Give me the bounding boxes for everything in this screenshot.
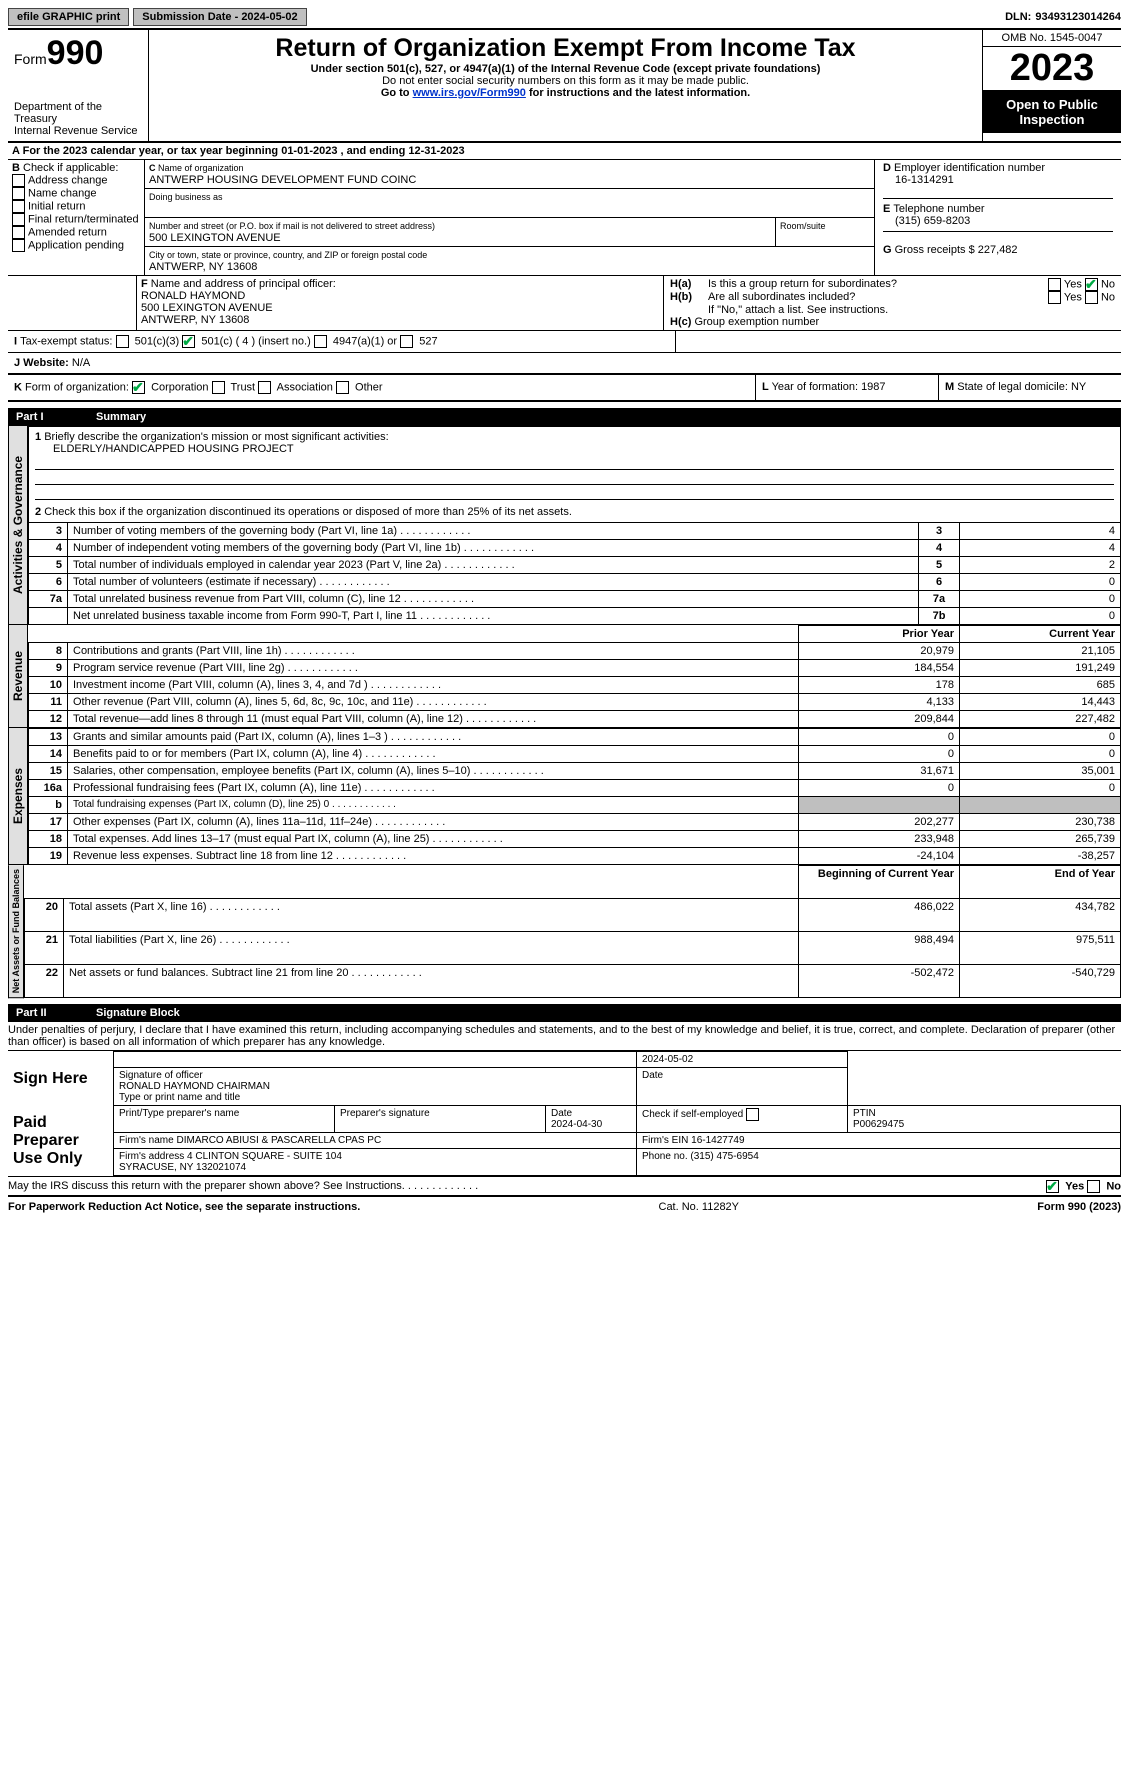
website: N/A	[72, 357, 90, 369]
dln-label: DLN:	[1005, 11, 1031, 23]
check-amended-return[interactable]	[12, 226, 25, 239]
telephone: (315) 659-8203	[883, 215, 1113, 227]
mission-text: ELDERLY/HANDICAPPED HOUSING PROJECT	[35, 443, 294, 455]
check-527[interactable]	[400, 335, 413, 348]
ein: 16-1314291	[883, 174, 1113, 186]
check-ha-yes[interactable]	[1048, 278, 1061, 291]
check-other[interactable]	[336, 381, 349, 394]
firm-ein: 16-1427749	[691, 1135, 744, 1146]
officer-name: RONALD HAYMOND	[141, 290, 245, 302]
expenses-table: 13Grants and similar amounts paid (Part …	[28, 728, 1121, 865]
check-self-employed[interactable]	[746, 1108, 759, 1121]
efile-topbar: efile GRAPHIC print Submission Date - 20…	[8, 8, 1121, 30]
state-domicile: NY	[1071, 381, 1086, 393]
open-inspection: Open to Public Inspection	[983, 91, 1121, 133]
preparer-date: 2024-04-30	[551, 1119, 602, 1130]
dln-value: 93493123014264	[1035, 11, 1121, 23]
ptin: P00629475	[853, 1119, 904, 1130]
form-number: Form990	[14, 34, 142, 73]
form-subtitle-3: Go to www.irs.gov/Form990 for instructio…	[157, 87, 974, 99]
line-a-tax-year: A For the 2023 calendar year, or tax yea…	[8, 143, 1121, 160]
gross-receipts: 227,482	[978, 244, 1018, 256]
check-ha-no[interactable]	[1085, 278, 1098, 291]
part-1-header: Part ISummary	[8, 408, 1121, 426]
firm-phone: (315) 475-6954	[690, 1151, 758, 1162]
tax-year: 2023	[983, 47, 1121, 91]
check-discuss-yes[interactable]	[1046, 1180, 1059, 1193]
revenue-table: Prior YearCurrent Year8Contributions and…	[28, 625, 1121, 728]
org-name: ANTWERP HOUSING DEVELOPMENT FUND COINC	[149, 174, 416, 186]
sign-date: 2024-05-02	[637, 1052, 848, 1068]
efile-print-button[interactable]: efile GRAPHIC print	[8, 8, 129, 26]
year-formation: 1987	[861, 381, 885, 393]
side-activities-governance: Activities & Governance	[8, 426, 28, 625]
check-association[interactable]	[258, 381, 271, 394]
irs-link[interactable]: www.irs.gov/Form990	[413, 87, 526, 99]
side-expenses: Expenses	[8, 728, 28, 865]
check-name-change[interactable]	[12, 187, 25, 200]
org-address: 500 LEXINGTON AVENUE	[149, 232, 281, 244]
form-subtitle-2: Do not enter social security numbers on …	[157, 75, 974, 87]
submission-date-button[interactable]: Submission Date - 2024-05-02	[133, 8, 306, 26]
check-discuss-no[interactable]	[1087, 1180, 1100, 1193]
check-hb-yes[interactable]	[1048, 291, 1061, 304]
page-footer: For Paperwork Reduction Act Notice, see …	[8, 1201, 1121, 1213]
signature-section: Sign Here 2024-05-02 Signature of office…	[8, 1051, 1121, 1176]
check-application-pending[interactable]	[12, 239, 25, 252]
firm-name: DIMARCO ABIUSI & PASCARELLA CPAS PC	[176, 1135, 381, 1146]
org-city: ANTWERP, NY 13608	[149, 261, 257, 273]
discuss-preparer: May the IRS discuss this return with the…	[8, 1176, 1121, 1197]
side-net-assets: Net Assets or Fund Balances	[8, 865, 24, 998]
check-trust[interactable]	[212, 381, 225, 394]
form-subtitle-1: Under section 501(c), 527, or 4947(a)(1)…	[157, 63, 974, 75]
check-initial-return[interactable]	[12, 200, 25, 213]
check-final-return[interactable]	[12, 213, 25, 226]
check-hb-no[interactable]	[1085, 291, 1098, 304]
check-4947a1[interactable]	[314, 335, 327, 348]
form-header: Form990 Department of the Treasury Inter…	[8, 30, 1121, 143]
check-address-change[interactable]	[12, 174, 25, 187]
officer-signature-name: RONALD HAYMOND CHAIRMAN	[119, 1081, 270, 1092]
dept-treasury: Department of the Treasury Internal Reve…	[14, 101, 142, 137]
omb-number: OMB No. 1545-0047	[983, 30, 1121, 47]
check-501c3[interactable]	[116, 335, 129, 348]
net-assets-table: Beginning of Current YearEnd of Year20To…	[24, 865, 1121, 998]
box-b-check-applicable: B Check if applicable: Address change Na…	[8, 160, 145, 275]
governance-table: 3Number of voting members of the governi…	[28, 522, 1121, 625]
check-501c[interactable]	[182, 335, 195, 348]
check-corporation[interactable]	[132, 381, 145, 394]
side-revenue: Revenue	[8, 625, 28, 728]
form-title: Return of Organization Exempt From Incom…	[157, 34, 974, 63]
part-2-header: Part IISignature Block	[8, 1004, 1121, 1022]
perjury-statement: Under penalties of perjury, I declare th…	[8, 1022, 1121, 1051]
